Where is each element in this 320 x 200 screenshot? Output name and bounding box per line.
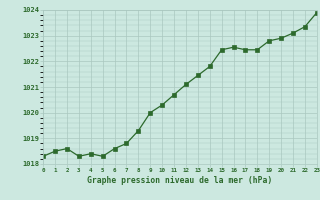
- X-axis label: Graphe pression niveau de la mer (hPa): Graphe pression niveau de la mer (hPa): [87, 176, 273, 185]
